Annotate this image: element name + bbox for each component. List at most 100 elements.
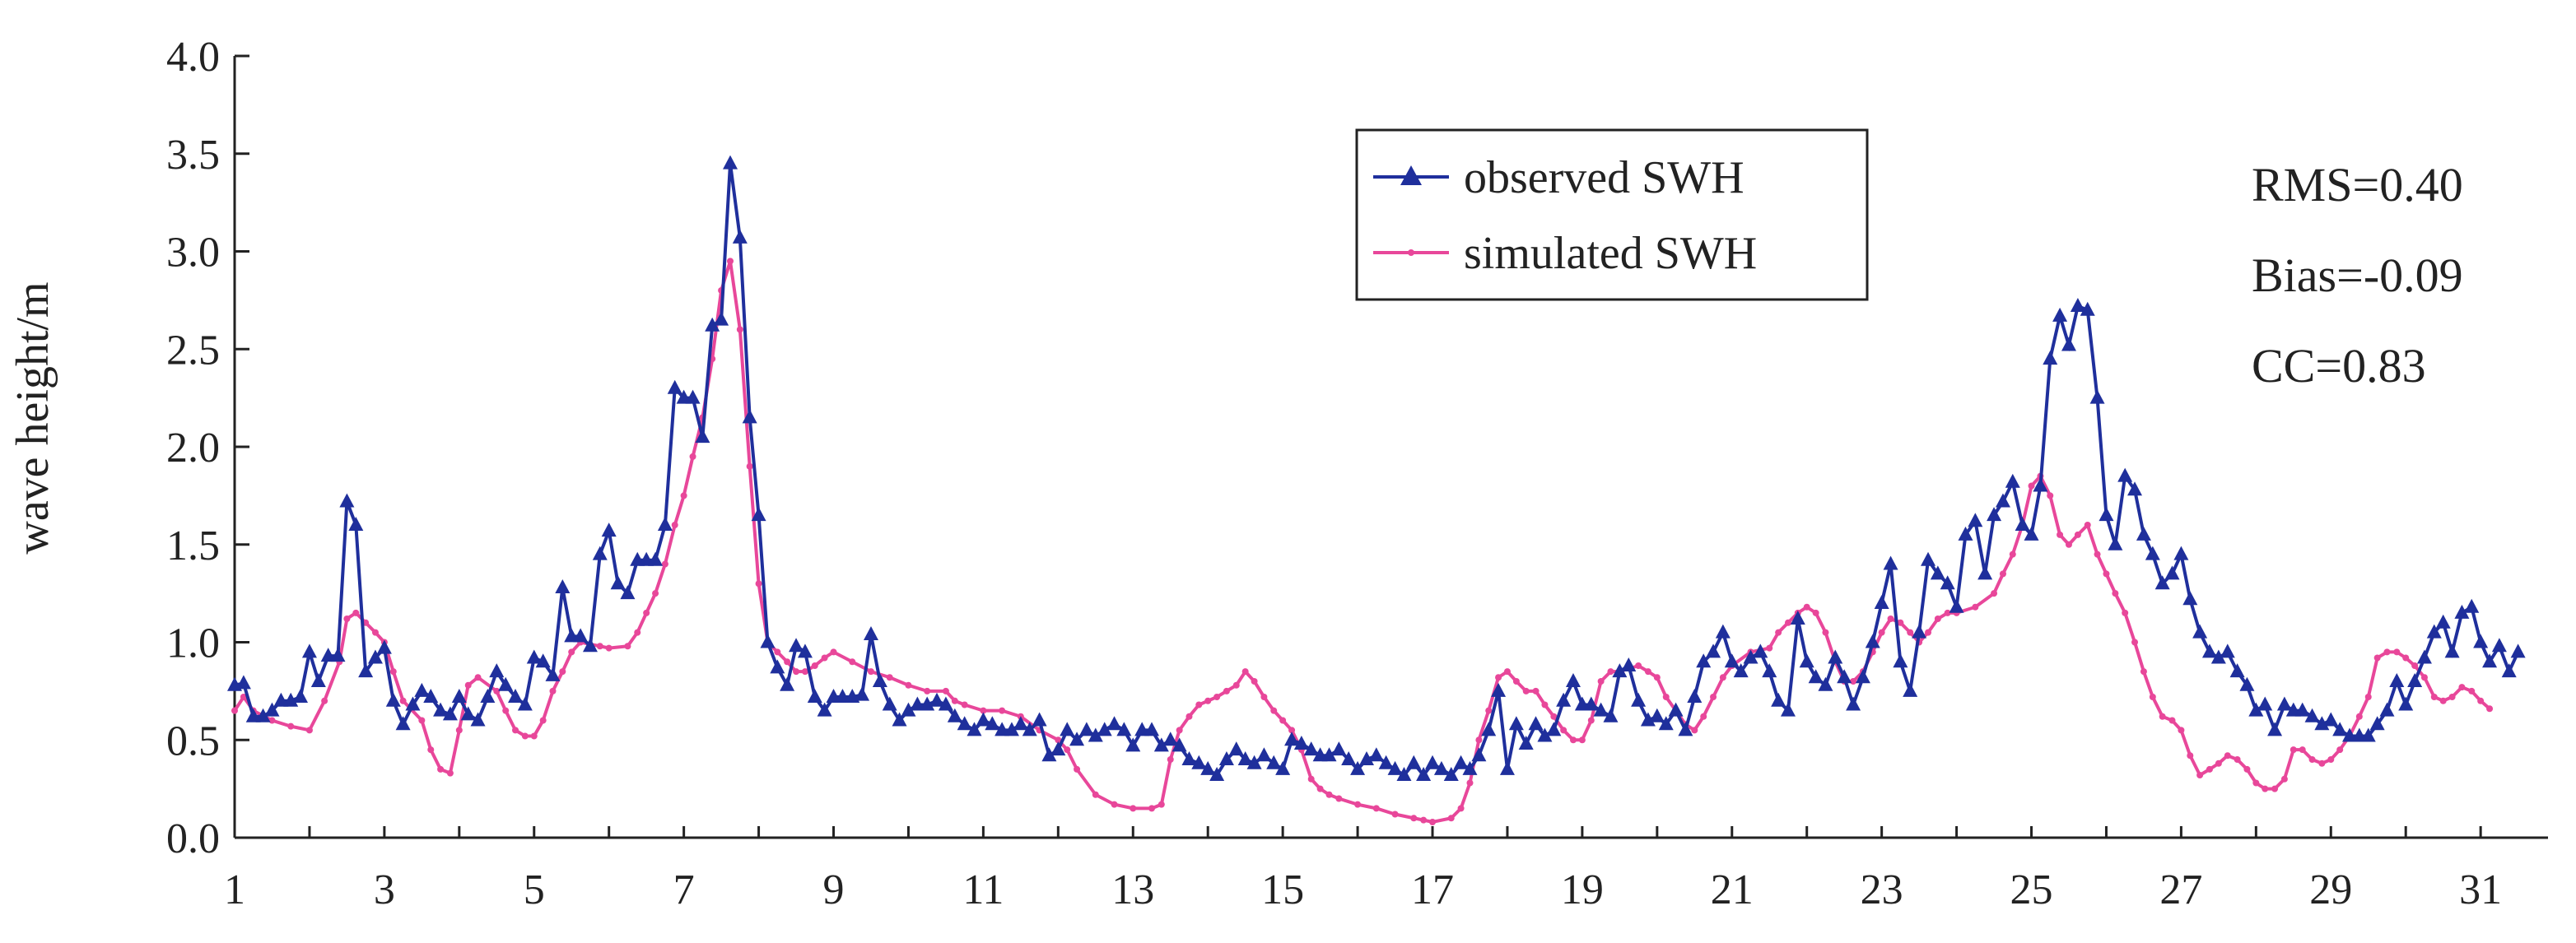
simulated-point bbox=[905, 681, 912, 689]
legend-simulated-label: simulated SWH bbox=[1464, 228, 1757, 279]
simulated-point bbox=[2224, 752, 2231, 760]
simulated-point bbox=[605, 644, 613, 652]
observed-point bbox=[2210, 649, 2226, 664]
simulated-point bbox=[1522, 687, 1530, 694]
observed-point bbox=[2061, 337, 2076, 351]
observed-point bbox=[1050, 741, 1066, 756]
observed-point bbox=[2501, 663, 2517, 678]
simulated-point bbox=[1532, 687, 1540, 694]
observed-point bbox=[855, 686, 870, 701]
simulated-point bbox=[2074, 531, 2081, 538]
observed-point bbox=[433, 702, 449, 717]
y-tick-label: 4.0 bbox=[166, 34, 220, 81]
simulated-point bbox=[1822, 629, 1829, 636]
simulated-point bbox=[1307, 775, 1315, 783]
observed-point bbox=[255, 708, 271, 722]
observed-point bbox=[1443, 767, 1459, 781]
observed-point bbox=[235, 675, 251, 690]
observed-point bbox=[967, 722, 982, 736]
simulated-point bbox=[1074, 765, 1081, 773]
simulated-point bbox=[2047, 492, 2054, 499]
observed-point bbox=[1433, 760, 1449, 775]
y-axis-label: wave height/m bbox=[7, 281, 58, 554]
observed-point bbox=[2416, 649, 2432, 664]
observed-point bbox=[376, 639, 392, 654]
observed-point bbox=[835, 689, 850, 703]
observed-point bbox=[1425, 755, 1441, 769]
simulated-point bbox=[1485, 707, 1493, 714]
observed-point bbox=[2192, 624, 2208, 639]
observed-point bbox=[620, 585, 636, 600]
observed-point bbox=[555, 579, 571, 593]
observed-point bbox=[1144, 722, 1159, 736]
simulated-point bbox=[268, 717, 276, 724]
simulated-point bbox=[689, 453, 696, 460]
simulated-point bbox=[539, 717, 547, 724]
simulated-point bbox=[1803, 603, 1810, 611]
x-tick-label: 9 bbox=[823, 866, 845, 913]
observed-point bbox=[1930, 565, 1945, 580]
observed-point bbox=[1903, 682, 1918, 697]
simulated-point bbox=[1325, 791, 1333, 798]
observed-point bbox=[1321, 747, 1337, 762]
legend-simulated-marker bbox=[1408, 249, 1414, 256]
observed-point bbox=[1022, 722, 1037, 736]
simulated-point bbox=[2159, 713, 2166, 720]
observed-point bbox=[489, 663, 505, 678]
simulated-point bbox=[2084, 522, 2091, 528]
simulated-point bbox=[1691, 727, 1698, 734]
observed-point bbox=[2257, 696, 2273, 711]
observed-point bbox=[2117, 467, 2133, 482]
simulated-point bbox=[1241, 668, 1249, 676]
simulated-point bbox=[1279, 717, 1287, 724]
observed-point bbox=[817, 702, 832, 717]
simulated-point bbox=[1719, 674, 1726, 681]
observed-point bbox=[938, 696, 953, 711]
simulated-point bbox=[418, 717, 426, 724]
x-tick-label: 7 bbox=[673, 866, 695, 913]
observed-point bbox=[1275, 760, 1291, 775]
observed-point bbox=[985, 716, 1000, 731]
simulated-point bbox=[2243, 765, 2251, 773]
simulated-point bbox=[389, 668, 397, 676]
simulated-point bbox=[2131, 639, 2139, 646]
simulated-point bbox=[2057, 531, 2064, 538]
observed-point bbox=[545, 667, 561, 681]
simulated-point bbox=[1644, 668, 1651, 676]
simulated-point bbox=[1662, 694, 1670, 700]
observed-point bbox=[245, 708, 261, 722]
observed-point bbox=[1837, 669, 1852, 684]
observed-point bbox=[2070, 298, 2085, 312]
observed-point bbox=[2173, 546, 2189, 560]
observed-point bbox=[2024, 526, 2039, 541]
observed-point bbox=[2033, 477, 2048, 492]
observed-point bbox=[1780, 702, 1796, 717]
simulated-point bbox=[1204, 697, 1212, 704]
observed-point bbox=[1696, 653, 1712, 668]
simulated-point bbox=[1372, 805, 1380, 812]
legend-observed-label: observed SWH bbox=[1464, 152, 1745, 203]
observed-point bbox=[685, 389, 701, 404]
simulated-point bbox=[784, 658, 791, 666]
observed-point bbox=[976, 712, 991, 727]
observed-point bbox=[2136, 526, 2151, 541]
y-tick-label: 3.5 bbox=[166, 132, 220, 179]
observed-point bbox=[1358, 751, 1374, 765]
observed-point bbox=[1508, 716, 1524, 731]
bias-stat: Bias=-0.09 bbox=[2252, 249, 2463, 302]
observed-point bbox=[2145, 546, 2160, 560]
observed-point bbox=[610, 575, 626, 590]
x-tick-label: 1 bbox=[224, 866, 245, 913]
y-tick-label: 2.5 bbox=[166, 327, 220, 374]
simulated-point bbox=[1195, 701, 1203, 708]
simulated-point bbox=[2009, 550, 2016, 558]
observed-point bbox=[1499, 760, 1515, 775]
observed-point bbox=[695, 429, 710, 444]
simulated-point bbox=[2094, 550, 2101, 558]
observed-point bbox=[648, 551, 664, 566]
observed-point bbox=[498, 676, 514, 691]
simulated-point bbox=[801, 668, 808, 676]
simulated-point bbox=[661, 560, 668, 568]
simulated-point bbox=[1944, 609, 1951, 616]
simulated-point bbox=[886, 674, 893, 681]
